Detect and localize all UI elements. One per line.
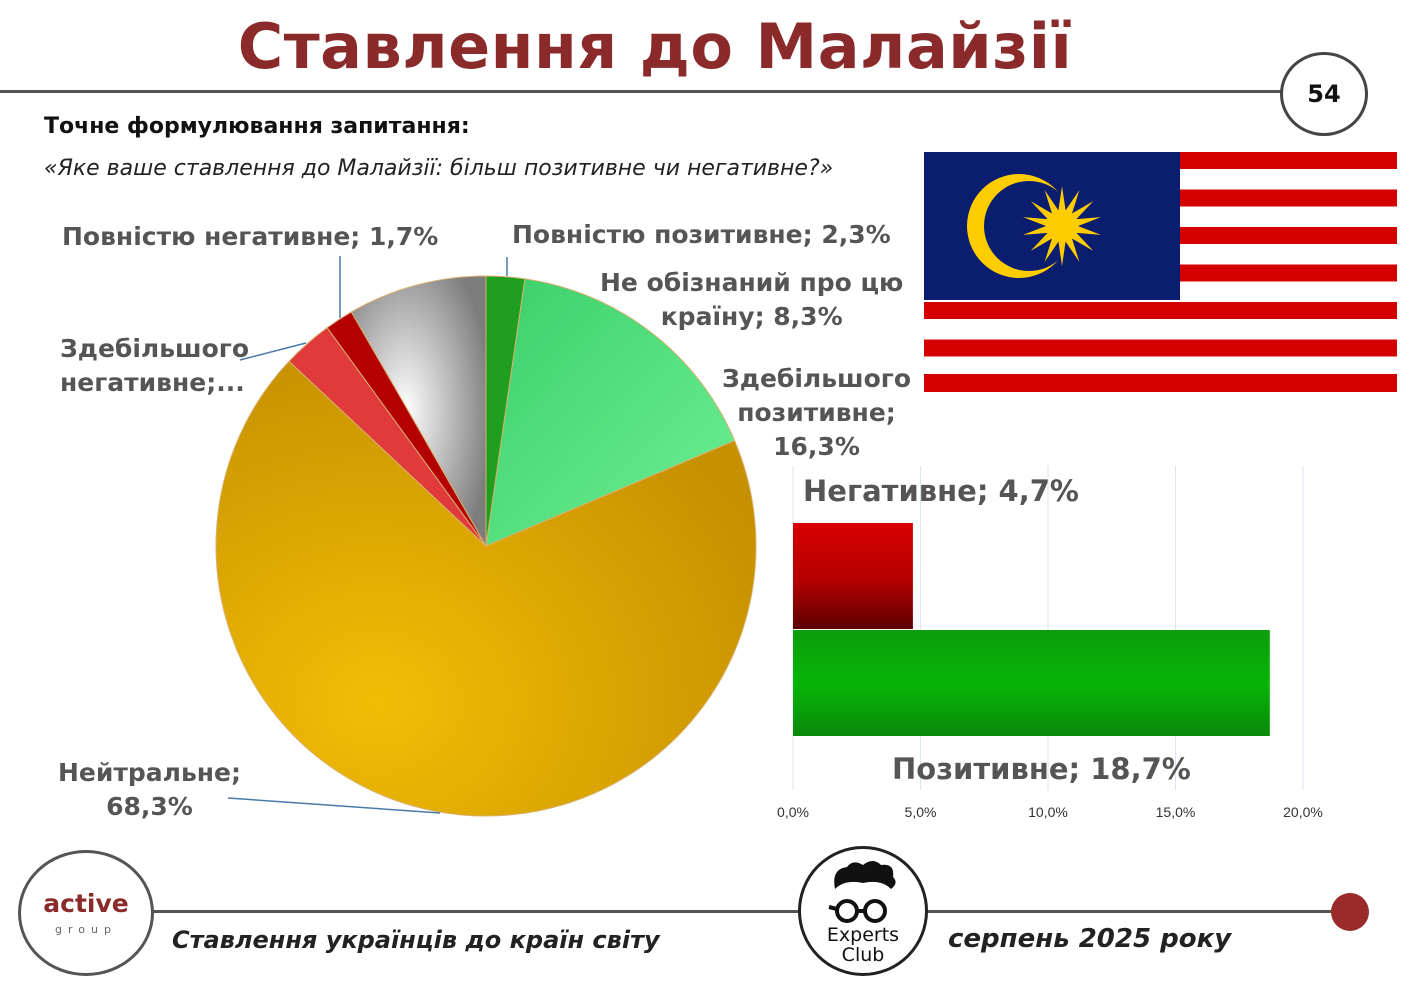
experts-club-logo: Experts Club — [798, 846, 928, 976]
page-title: Ставлення до Малайзії — [237, 10, 1073, 83]
footer-dot — [1331, 893, 1369, 931]
pie-slice-neutral — [215, 360, 757, 817]
pie-label-neutral-line2: 68,3% — [106, 792, 193, 821]
pie-label-mostly-negative: Здебільшого негативне;... — [60, 332, 249, 400]
leader-line-neutral — [227, 797, 441, 814]
pie-label-mostly-positive: Здебільшого позитивне; 16,3% — [722, 362, 911, 464]
pie-label-mostly-negative-line1: Здебільшого — [60, 334, 250, 363]
footer-divider-right — [922, 910, 1334, 913]
footer-divider-left — [150, 910, 800, 913]
pie-label-mostly-positive-line2: позитивне; — [737, 398, 896, 427]
experts-club-logo-line1: Experts — [826, 924, 900, 946]
pie-label-neutral: Нейтральне; 68,3% — [58, 756, 241, 824]
bar-tick-label: 20,0% — [1283, 804, 1323, 820]
page-number: 54 — [1307, 80, 1341, 108]
bar-tick-label: 0,0% — [777, 804, 809, 820]
page-number-badge: 54 — [1280, 52, 1368, 136]
malaysia-flag — [924, 152, 1397, 392]
star-icon — [1023, 186, 1101, 266]
pie-label-neutral-line1: Нейтральне; — [58, 758, 241, 787]
pie-slice-unaware — [350, 275, 487, 548]
pie-label-unaware-line1: Не обізнаний про цю — [600, 268, 904, 297]
pie-label-unaware: Не обізнаний про цю країну; 8,3% — [600, 266, 903, 334]
bar-tick-label: 10,0% — [1028, 804, 1068, 820]
glasses-face-icon — [828, 861, 896, 923]
experts-club-logo-line2: Club — [841, 944, 885, 966]
pie-label-full-positive: Повністю позитивне; 2,3% — [512, 220, 891, 249]
experts-club-logo-text: Experts Club — [801, 925, 925, 965]
pie-label-mostly-positive-line3: 16,3% — [773, 432, 860, 461]
footer-caption-left: Ставлення українців до країн світу — [172, 926, 660, 954]
bar-label-negative: Негативне; 4,7% — [803, 474, 1079, 508]
active-group-logo: active group — [18, 850, 154, 976]
pie-label-mostly-negative-line2: негативне;... — [60, 368, 245, 397]
header-divider — [0, 90, 1284, 93]
question-label: Точне формулювання запитання: — [44, 114, 470, 139]
footer-caption-right: серпень 2025 року — [948, 924, 1232, 954]
bar-label-positive: Позитивне; 18,7% — [892, 752, 1191, 786]
active-group-logo-main: active — [43, 889, 129, 918]
crescent-icon — [967, 174, 1071, 278]
question-text: «Яке ваше ставлення до Малайзії: більш п… — [44, 156, 834, 181]
pie-label-full-negative: Повністю негативне; 1,7% — [62, 222, 439, 251]
leader-lines — [227, 256, 508, 814]
bar-negative — [793, 523, 913, 629]
bar-tick-label: 15,0% — [1156, 804, 1196, 820]
active-group-logo-sub: group — [55, 923, 117, 936]
bar-series — [793, 523, 1270, 736]
pie-label-mostly-positive-line1: Здебільшого — [722, 364, 912, 393]
bar-tick-label: 5,0% — [905, 804, 937, 820]
leader-line-mostly-negative — [239, 342, 307, 361]
bar-tick-labels: 0,0% 5,0% 10,0% 15,0% 20,0% — [777, 804, 1323, 820]
pie-label-unaware-line2: країну; 8,3% — [660, 302, 843, 331]
pie-slice-mostly-positive — [485, 278, 736, 547]
bar-positive — [793, 630, 1270, 736]
